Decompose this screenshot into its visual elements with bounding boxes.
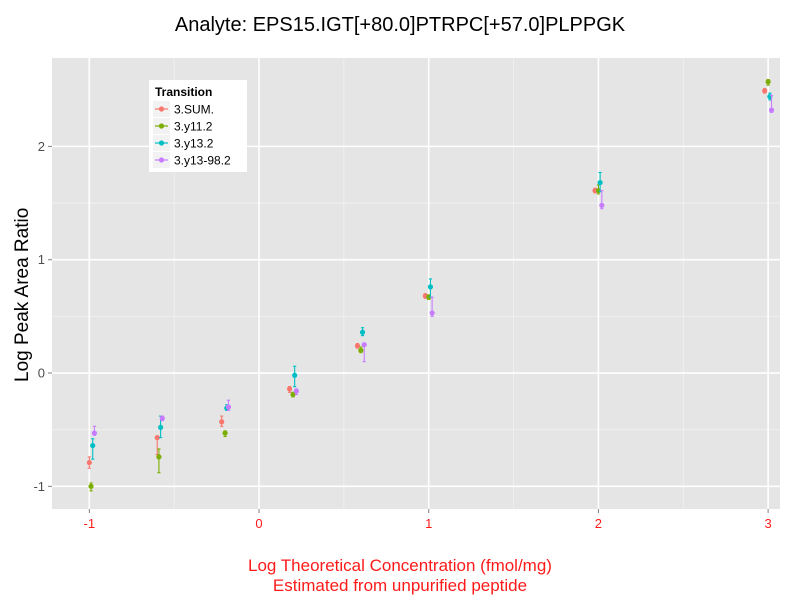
- data-point: [292, 372, 298, 378]
- y-tick-label: 1: [38, 252, 45, 267]
- data-point: [765, 79, 771, 85]
- data-point: [159, 415, 165, 421]
- data-marks: [86, 78, 775, 492]
- legend-key-point: [158, 140, 165, 146]
- y-tick-label: 2: [38, 139, 45, 154]
- x-tick-label: 2: [595, 516, 602, 531]
- data-point: [361, 342, 367, 348]
- data-point: [359, 329, 366, 335]
- legend: Transition 3.SUM. 3.y11.2 3.y13.2 3.y13-98.2: [149, 80, 247, 172]
- data-point: [599, 202, 605, 208]
- legend-item: 3.y11.2: [153, 118, 213, 134]
- data-point: [768, 107, 775, 113]
- legend-item-label: 3.SUM.: [174, 103, 214, 117]
- data-point: [427, 284, 434, 290]
- x-axis-label: Log Theoretical Concentration (fmol/mg) …: [0, 556, 800, 596]
- data-point: [156, 454, 162, 460]
- y-axis-label: Log Peak Area Ratio: [12, 207, 33, 382]
- data-point: [154, 435, 160, 441]
- x-axis-label-line2: Estimated from unpurified peptide: [272, 576, 528, 595]
- series-3-y13-2: [90, 92, 773, 460]
- data-point: [88, 483, 94, 489]
- x-tick-label: -1: [84, 516, 96, 531]
- data-point: [597, 180, 603, 186]
- data-point: [222, 430, 228, 436]
- legend-item-label: 3.y13.2: [174, 137, 214, 151]
- legend-item: 3.SUM.: [153, 101, 214, 117]
- data-point: [358, 347, 364, 353]
- legend-item-label: 3.y11.2: [174, 120, 213, 134]
- x-tick-label: 1: [425, 516, 432, 531]
- legend-key-point: [158, 123, 165, 129]
- x-axis-label-line1: Log Theoretical Concentration (fmol/mg): [248, 556, 552, 575]
- data-point: [86, 459, 92, 466]
- data-point: [158, 424, 164, 431]
- data-point: [219, 419, 225, 425]
- data-point: [225, 404, 232, 410]
- legend-item-label: 3.y13-98.2: [174, 154, 231, 168]
- legend-item: 3.y13-98.2: [153, 152, 231, 168]
- data-point: [290, 391, 296, 398]
- y-tick-label: 0: [38, 366, 45, 381]
- legend-item: 3.y13.2: [153, 135, 214, 151]
- data-point: [762, 88, 768, 94]
- x-tick-label: 0: [255, 516, 262, 531]
- legend-title: Transition: [155, 85, 212, 99]
- legend-key-point: [158, 157, 165, 163]
- data-point: [354, 343, 361, 349]
- data-point: [91, 430, 98, 436]
- data-point: [293, 388, 299, 394]
- data-point: [90, 442, 96, 449]
- axis-ticks: -1 0 1 2 3 -1 0 1 2: [33, 139, 771, 531]
- data-point: [286, 386, 293, 392]
- x-tick-label: 3: [765, 516, 772, 531]
- legend-key-point: [158, 106, 165, 112]
- chart-title: Analyte: EPS15.IGT[+80.0]PTRPC[+57.0]PLP…: [174, 14, 626, 36]
- series-3-y13-98-2: [91, 94, 775, 436]
- y-tick-label: -1: [33, 479, 45, 494]
- data-point: [429, 310, 435, 316]
